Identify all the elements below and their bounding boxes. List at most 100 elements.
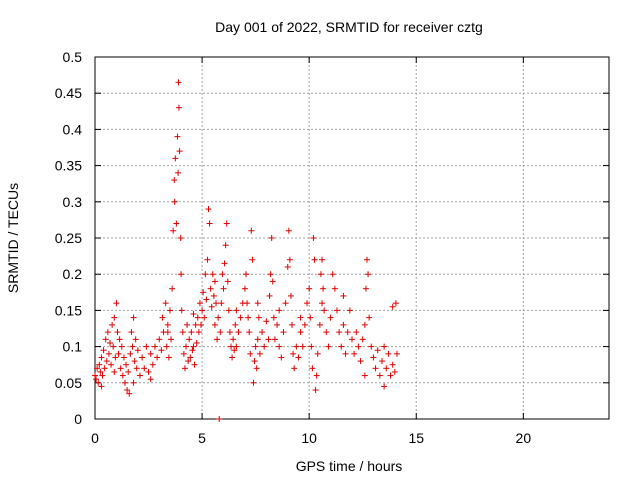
data-point bbox=[214, 336, 221, 343]
data-point bbox=[381, 383, 388, 390]
data-point bbox=[124, 387, 131, 394]
data-point bbox=[233, 343, 240, 350]
data-point bbox=[372, 365, 379, 372]
data-point bbox=[295, 354, 302, 361]
data-point bbox=[106, 339, 113, 346]
data-point bbox=[129, 343, 136, 350]
data-point bbox=[306, 285, 313, 292]
data-point bbox=[119, 372, 126, 379]
data-point bbox=[361, 321, 368, 328]
data-point bbox=[220, 285, 227, 292]
data-point bbox=[198, 321, 205, 328]
data-point bbox=[216, 416, 223, 422]
data-point bbox=[173, 220, 180, 227]
data-point bbox=[118, 343, 125, 350]
data-point bbox=[289, 321, 296, 328]
data-point bbox=[93, 376, 100, 383]
data-point bbox=[209, 271, 216, 278]
x-tick-label: 0 bbox=[91, 430, 99, 446]
data-point bbox=[141, 365, 148, 372]
data-point bbox=[208, 303, 215, 310]
data-point bbox=[392, 300, 399, 307]
data-point bbox=[268, 235, 275, 241]
data-point bbox=[325, 343, 332, 350]
data-point bbox=[189, 347, 196, 354]
data-point bbox=[290, 350, 297, 357]
data-point bbox=[154, 354, 161, 361]
data-point bbox=[385, 350, 392, 357]
data-point bbox=[224, 278, 231, 285]
data-point bbox=[168, 336, 175, 343]
plot-frame bbox=[94, 56, 610, 420]
y-tick-label: 0.2 bbox=[63, 266, 83, 282]
data-point bbox=[245, 314, 252, 321]
data-point bbox=[254, 300, 261, 307]
data-point bbox=[170, 227, 177, 234]
data-point bbox=[249, 256, 256, 263]
data-point bbox=[104, 329, 111, 336]
data-point bbox=[319, 300, 326, 307]
data-point bbox=[269, 278, 276, 285]
data-point bbox=[103, 358, 110, 365]
data-point bbox=[381, 343, 388, 350]
data-point bbox=[96, 361, 103, 368]
data-point bbox=[255, 314, 262, 321]
data-point bbox=[246, 329, 253, 336]
data-point bbox=[227, 343, 234, 350]
data-point bbox=[202, 271, 209, 278]
data-point bbox=[242, 271, 249, 278]
data-point bbox=[342, 350, 349, 357]
data-point bbox=[166, 307, 173, 314]
data-point bbox=[121, 379, 128, 386]
data-point bbox=[192, 321, 199, 328]
data-point bbox=[158, 347, 165, 354]
data-point bbox=[109, 321, 116, 328]
data-point bbox=[164, 321, 171, 328]
data-point bbox=[116, 336, 123, 343]
data-point bbox=[313, 372, 320, 379]
data-point bbox=[210, 292, 217, 299]
data-point bbox=[127, 350, 134, 357]
data-point bbox=[231, 347, 238, 354]
data-point bbox=[95, 379, 102, 386]
data-point bbox=[351, 350, 358, 357]
data-point bbox=[230, 336, 237, 343]
data-point bbox=[188, 329, 195, 336]
data-point bbox=[156, 336, 163, 343]
data-point bbox=[162, 300, 169, 307]
data-point bbox=[102, 336, 109, 343]
data-point bbox=[287, 292, 294, 299]
data-point bbox=[344, 329, 351, 336]
data-point bbox=[175, 79, 182, 86]
data-point bbox=[307, 314, 314, 321]
data-point bbox=[215, 314, 222, 321]
data-point bbox=[346, 307, 353, 314]
data-point bbox=[247, 350, 254, 357]
data-point bbox=[334, 307, 341, 314]
y-tick-label: 0.15 bbox=[55, 302, 82, 318]
chart-title: Day 001 of 2022, SRMTID for receiver czt… bbox=[215, 19, 483, 35]
data-point bbox=[259, 329, 266, 336]
data-point bbox=[97, 368, 104, 375]
data-point bbox=[180, 350, 187, 357]
data-point bbox=[291, 365, 298, 372]
data-point bbox=[349, 336, 355, 343]
data-point bbox=[308, 343, 315, 350]
data-point bbox=[185, 358, 192, 365]
data-point bbox=[172, 155, 179, 162]
data-point bbox=[383, 365, 390, 372]
data-point bbox=[177, 235, 184, 241]
data-point bbox=[376, 372, 383, 379]
data-point bbox=[111, 314, 118, 321]
data-point bbox=[266, 292, 273, 299]
data-point bbox=[201, 314, 208, 321]
data-point bbox=[323, 329, 330, 336]
data-point bbox=[378, 358, 385, 365]
x-tick-label: 15 bbox=[408, 430, 424, 446]
data-point bbox=[235, 329, 242, 336]
data-point bbox=[98, 383, 105, 390]
data-point bbox=[338, 343, 345, 350]
data-point bbox=[110, 343, 117, 350]
data-point bbox=[340, 292, 347, 299]
